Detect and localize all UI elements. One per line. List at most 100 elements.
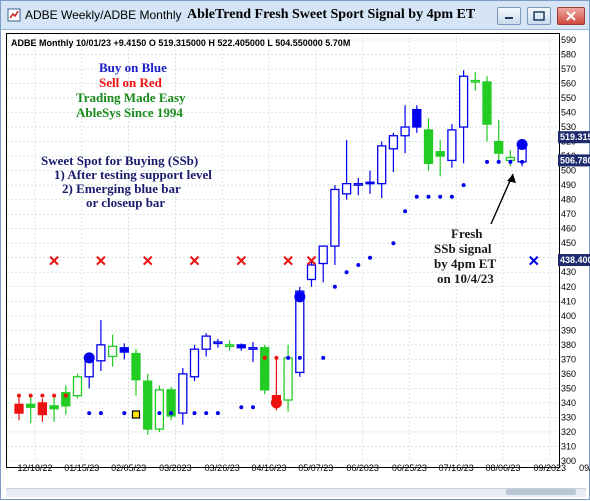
x-tick-label: 03/2023 <box>159 463 192 473</box>
support-dot <box>426 194 431 199</box>
candle-body <box>119 347 129 353</box>
sell-stop-x-mark <box>49 255 59 266</box>
close-button[interactable] <box>557 7 585 25</box>
x-tick-label: 06/2023 <box>346 463 379 473</box>
sell-stop-x-mark <box>189 255 200 266</box>
x-tick-label: 12/18/22 <box>17 463 52 473</box>
candle-body <box>14 403 24 414</box>
scrollbar-thumb[interactable] <box>506 489 576 495</box>
annotation-line-2: SSb signal <box>434 241 492 256</box>
support-dot <box>508 159 513 164</box>
x-tick-label: 09/2023 <box>534 463 567 473</box>
candle-body <box>154 389 165 430</box>
support-dot <box>286 355 291 360</box>
y-tick-label: 340 <box>561 398 576 408</box>
x-tick-label: 03/26/23 <box>205 463 240 473</box>
candle-body <box>107 345 118 358</box>
y-tick-label: 410 <box>561 296 576 306</box>
title-bar[interactable]: ADBE Weekly/ADBE Monthly AbleTrend Fresh… <box>1 1 589 30</box>
support-dot <box>192 411 197 416</box>
legend-trading-made-easy: Trading Made Easy <box>76 90 186 105</box>
candle-body <box>131 352 141 381</box>
signal-circle <box>83 352 95 364</box>
candle-body <box>143 380 153 430</box>
candle-body <box>49 405 59 410</box>
candle-body <box>189 348 200 378</box>
y-tick-label: 450 <box>561 238 576 248</box>
sell-stop-x-mark <box>306 255 317 266</box>
y-tick-label: 430 <box>561 267 576 277</box>
stop-dot <box>28 393 33 398</box>
support-dot <box>87 411 92 416</box>
candle-body <box>224 344 235 347</box>
annotation-line-3: by 4pm ET <box>434 256 497 271</box>
stop-dot <box>52 393 57 398</box>
stop-dot <box>40 393 45 398</box>
y-tick-label: 460 <box>561 224 576 234</box>
support-dot <box>321 355 326 360</box>
y-tick-label: 500 <box>561 166 576 176</box>
candle-body <box>260 347 270 391</box>
candle-body <box>96 344 106 362</box>
signal-circle <box>516 138 528 150</box>
candle-body <box>178 373 188 414</box>
price-tag-stop-bg <box>558 254 590 267</box>
y-tick-label: 310 <box>561 441 576 451</box>
legend-ablesys-since: AbleSys Since 1994 <box>76 105 183 120</box>
candle-body <box>377 145 387 185</box>
x-tick-label: 07/16/23 <box>439 463 474 473</box>
support-dot <box>520 159 525 164</box>
support-dot <box>98 411 103 416</box>
y-tick-label: 380 <box>561 340 576 350</box>
candle-body <box>61 392 71 407</box>
candle-body <box>482 81 492 125</box>
candle-body <box>295 290 305 374</box>
chart-title: AbleTrend Fresh Sweet Sport Signal by 4p… <box>187 7 476 22</box>
candle-body <box>494 140 504 154</box>
support-dot <box>438 194 443 199</box>
x-tick-label: 02/05/23 <box>111 463 146 473</box>
window-title: ADBE Weekly/ADBE Monthly <box>25 8 182 22</box>
candle-body <box>470 79 480 83</box>
minimize-button[interactable] <box>497 7 521 25</box>
stop-dot <box>262 355 267 360</box>
support-dot <box>332 284 337 289</box>
candle-body <box>423 129 434 164</box>
x-tick-label: 06/25/23 <box>392 463 427 473</box>
sweet-spot-item-1: 1) After testing support level <box>54 167 212 182</box>
price-tag-lower: 506.780 <box>560 155 590 165</box>
y-tick-label: 530 <box>561 122 576 132</box>
maximize-button[interactable] <box>527 7 551 25</box>
x-tick-label: 09/24/23 <box>579 463 590 473</box>
support-dot <box>414 194 419 199</box>
candle-body <box>166 389 176 417</box>
y-tick-label: 570 <box>561 64 576 74</box>
support-dot <box>403 209 408 214</box>
support-dot <box>251 405 255 410</box>
candle-body <box>236 344 246 349</box>
candle-body <box>353 183 363 186</box>
y-tick-label: 490 <box>561 180 576 190</box>
x-tick-label: 05/07/23 <box>298 463 333 473</box>
horizontal-scrollbar[interactable] <box>6 488 586 497</box>
candle-body <box>26 403 36 408</box>
support-dot <box>215 411 220 416</box>
y-tick-label: 470 <box>561 209 576 219</box>
candle-body <box>412 108 422 128</box>
sell-stop-x-mark <box>142 255 153 266</box>
support-dot <box>356 262 361 267</box>
signal-circle <box>294 291 306 303</box>
candle-body <box>306 264 317 281</box>
candle-body <box>37 402 48 416</box>
sell-stop-x-mark <box>236 255 247 266</box>
support-dot <box>297 355 302 360</box>
y-tick-label: 580 <box>561 49 576 59</box>
support-dot <box>485 159 489 164</box>
support-dot <box>496 159 501 164</box>
annotation-line-1: Fresh <box>451 226 483 241</box>
y-tick-label: 420 <box>561 282 576 292</box>
sweet-spot-item-3: or closeup bar <box>86 195 166 210</box>
y-tick-label: 320 <box>561 427 576 437</box>
